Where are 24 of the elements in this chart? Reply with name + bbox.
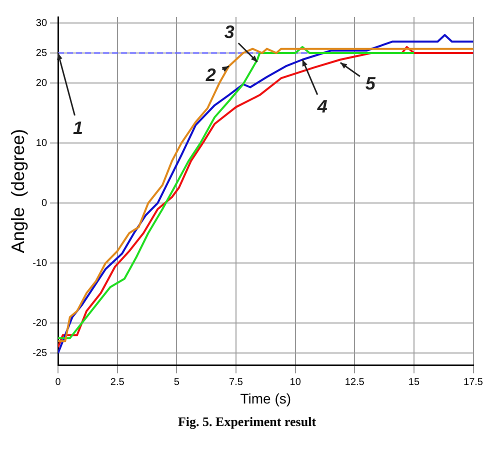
x-tick-label: 15 — [408, 376, 420, 388]
y-tick-label: 20 — [36, 78, 48, 89]
x-tick-label: 12.5 — [344, 376, 365, 388]
x-tick-label: 2.5 — [110, 376, 125, 388]
x-tick-label: 17.5 — [464, 376, 484, 388]
y-tick-label: 25 — [36, 48, 48, 59]
y-tick-label: -20 — [32, 318, 48, 329]
y-tick-label: 10 — [36, 138, 48, 149]
x-tick-label: 5 — [174, 376, 180, 388]
caption: Fig. 5. Experiment result — [176, 414, 318, 430]
annotation: 1 — [73, 118, 84, 138]
annotation: 2 — [204, 65, 216, 86]
x-tick-label: 0 — [55, 376, 62, 388]
y-tick-label: -10 — [32, 258, 48, 269]
y-tick-label: 0 — [41, 198, 48, 209]
annotation: 3 — [224, 22, 234, 42]
x-axis-title: Time (s) — [240, 390, 292, 406]
x-tick-label: 10 — [290, 376, 302, 388]
y-tick-label: 30 — [36, 18, 48, 29]
x-tick-label: 7.5 — [229, 376, 244, 388]
annotation: 5 — [365, 74, 376, 94]
y-axis-title: Angle (degree) — [8, 129, 28, 254]
y-tick-label: -25 — [32, 348, 48, 359]
annotation: 4 — [316, 96, 328, 117]
